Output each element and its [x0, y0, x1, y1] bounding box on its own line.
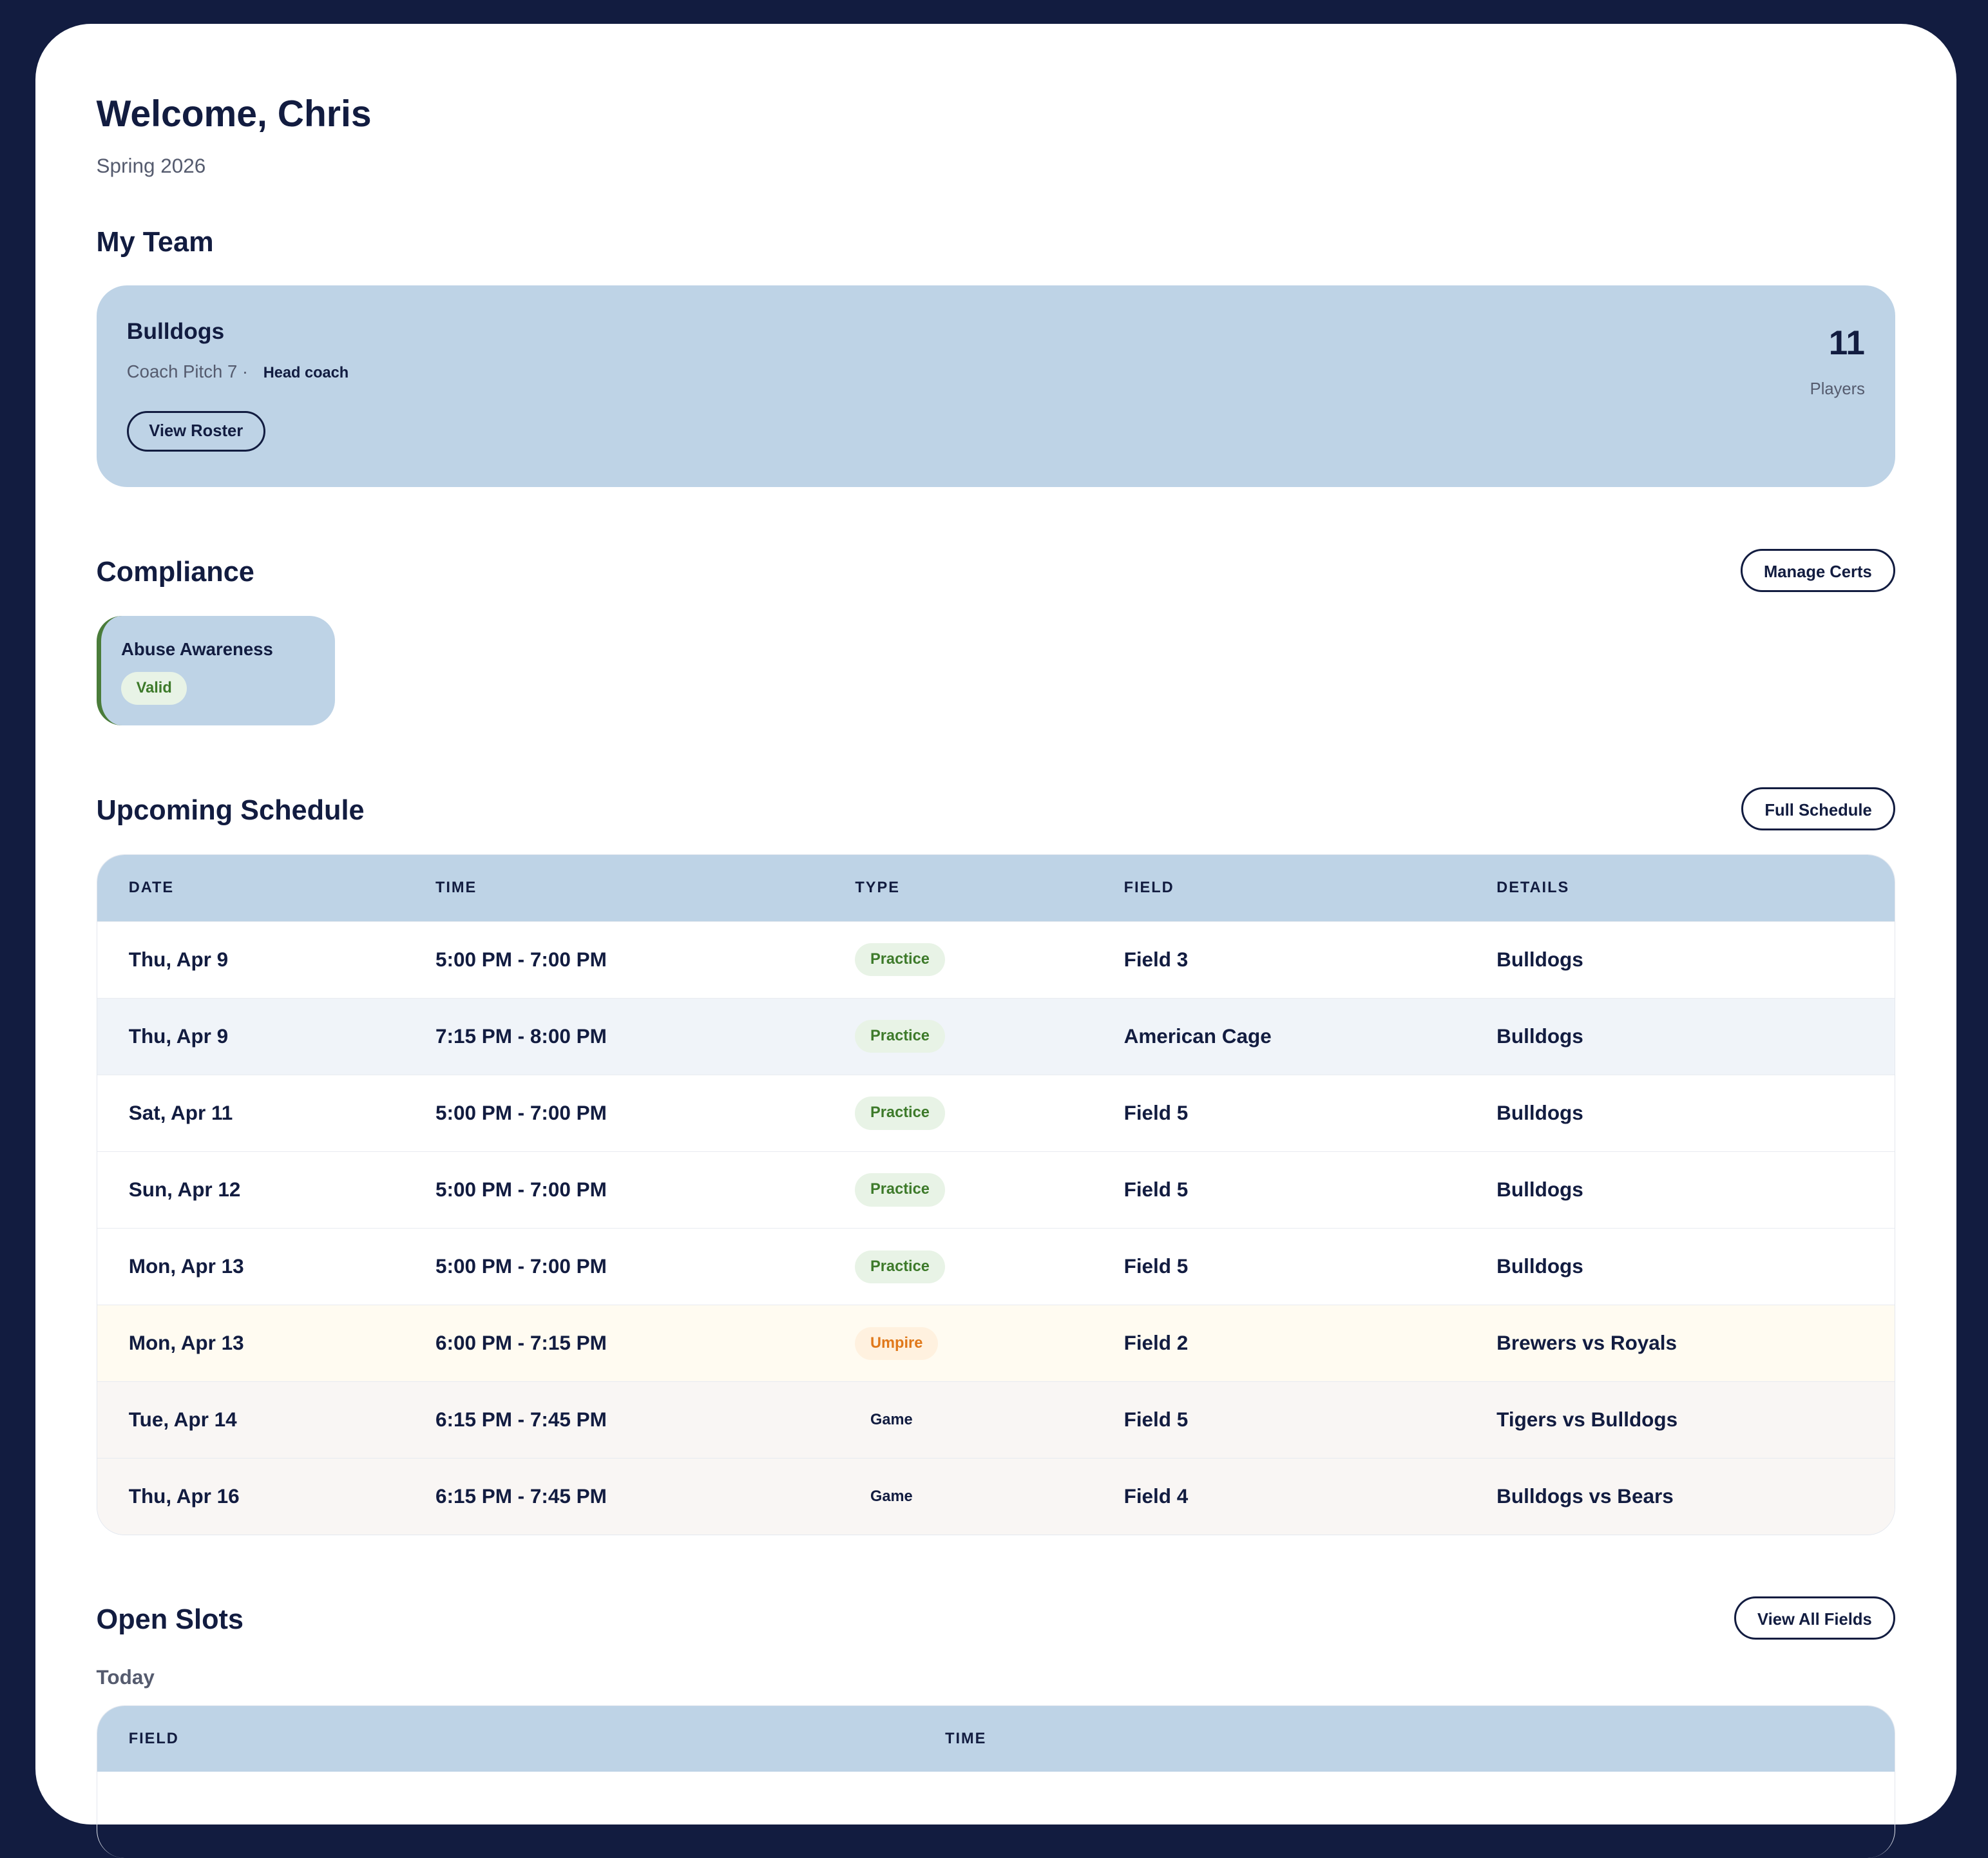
cell-time: 5:00 PM - 7:00 PM — [435, 1255, 607, 1278]
cell-field: Field 5 — [1123, 1255, 1189, 1278]
open-slots-heading: Open Slots — [96, 1604, 244, 1635]
my-team-heading: My Team — [96, 227, 214, 258]
type-badge: Umpire — [855, 1326, 938, 1360]
cell-type: Practice — [823, 1250, 1092, 1283]
cell-date: Thu, Apr 9 — [128, 948, 229, 971]
page-title: Welcome, Chris — [96, 93, 372, 135]
cell-details: Brewers vs Royals — [1496, 1332, 1677, 1355]
type-badge: Game — [870, 1411, 913, 1428]
schedule-table: DATE TIME TYPE FIELD DETAILS Thu, Apr 9 5:00 … — [96, 854, 1896, 1536]
cell-time: 5:00 PM - 7:00 PM — [435, 948, 607, 971]
cell-type: Practice — [823, 1173, 1092, 1207]
season-label: Spring 2026 — [96, 155, 206, 178]
type-badge: Practice — [855, 1097, 945, 1130]
type-badge: Game — [870, 1488, 913, 1505]
cell-details: Bulldogs — [1496, 1255, 1583, 1278]
type-badge: Practice — [855, 943, 945, 977]
cell-field: Field 2 — [1123, 1332, 1189, 1355]
cell-date: Tue, Apr 14 — [128, 1408, 237, 1432]
compliance-heading: Compliance — [96, 556, 254, 588]
cell-field: Field 5 — [1123, 1408, 1189, 1432]
column-header: TYPE — [855, 879, 900, 897]
type-badge: Practice — [855, 1250, 945, 1283]
division: Coach Pitch 7 · — [126, 361, 249, 381]
team-name: Bulldogs — [126, 318, 225, 344]
column-header: DETAILS — [1496, 879, 1570, 897]
cell-time: 7:15 PM - 8:00 PM — [435, 1024, 607, 1048]
full-schedule-button[interactable]: Full Schedule — [1741, 787, 1896, 831]
view-roster-button[interactable]: View Roster — [126, 410, 265, 452]
column-header: TIME — [435, 879, 477, 897]
table-header: DATE TIME TYPE FIELD DETAILS — [97, 855, 1895, 921]
cell-details: Bulldogs — [1496, 948, 1583, 971]
manage-certs-button[interactable]: Manage Certs — [1740, 549, 1896, 593]
player-count: 11 — [1828, 323, 1865, 362]
dashboard-panel: Welcome, Chris Spring 2026 My Team Bulld… — [35, 24, 1956, 1858]
cell-type: Game — [823, 1480, 1092, 1513]
type-badge: Practice — [855, 1173, 945, 1207]
cell-date: Thu, Apr 16 — [128, 1485, 240, 1508]
table-row[interactable]: Mon, Apr 13 6:00 PM - 7:15 PM Umpire Field … — [97, 1305, 1895, 1382]
cell-type: Practice — [823, 1020, 1092, 1053]
table-row[interactable]: Sun, Apr 12 5:00 PM - 7:00 PM Practice Fiel… — [97, 1151, 1895, 1229]
table-row[interactable]: Thu, Apr 9 5:00 PM - 7:00 PM Practice Field… — [97, 921, 1895, 998]
cell-details: Bulldogs — [1496, 1178, 1583, 1202]
cell-time: 6:15 PM - 7:45 PM — [435, 1408, 607, 1432]
player-label: Players — [1810, 380, 1865, 399]
cell-type: Game — [823, 1404, 1092, 1437]
cert-card: Abuse Awareness Valid — [96, 616, 335, 725]
cell-field: Field 3 — [1123, 948, 1189, 971]
cell-time: 5:00 PM - 7:00 PM — [435, 1178, 607, 1202]
column-header: FIELD — [1123, 879, 1174, 897]
cell-field: Field 5 — [1123, 1101, 1189, 1124]
table-row[interactable]: Sat, Apr 11 5:00 PM - 7:00 PM Practice Fiel… — [97, 1074, 1895, 1151]
cell-time: 6:15 PM - 7:45 PM — [435, 1485, 607, 1508]
role: Head coach — [263, 364, 349, 381]
cell-details: Bulldogs — [1496, 1101, 1583, 1124]
status-badge: Valid — [121, 672, 187, 705]
cell-type: Practice — [823, 1097, 1092, 1130]
cell-field: Field 5 — [1123, 1178, 1189, 1202]
cell-details: Bulldogs — [1496, 1024, 1583, 1048]
team-meta: Coach Pitch 7 · Head coach — [127, 361, 349, 382]
cell-time: 6:00 PM - 7:15 PM — [435, 1332, 607, 1355]
cell-date: Sat, Apr 11 — [128, 1101, 233, 1124]
table-row[interactable]: Mon, Apr 13 5:00 PM - 7:00 PM Practice Fiel… — [97, 1228, 1895, 1305]
column-header: FIELD — [128, 1730, 179, 1747]
table-header: FIELD TIME — [97, 1705, 1895, 1772]
cell-field: Field 4 — [1123, 1485, 1189, 1508]
column-header: TIME — [945, 1730, 987, 1747]
cell-time: 5:00 PM - 7:00 PM — [435, 1101, 607, 1124]
cert-name: Abuse Awareness — [121, 638, 273, 659]
cell-date: Thu, Apr 9 — [128, 1024, 229, 1048]
schedule-heading: Upcoming Schedule — [96, 794, 365, 826]
table-row[interactable]: Tue, Apr 14 6:15 PM - 7:45 PM Game Field 5 T… — [97, 1381, 1895, 1459]
cell-date: Mon, Apr 13 — [128, 1255, 244, 1278]
day-label: Today — [96, 1665, 155, 1689]
cell-type: Practice — [823, 943, 1092, 977]
cell-details: Bulldogs vs Bears — [1496, 1485, 1674, 1508]
view-all-fields-button[interactable]: View All Fields — [1734, 1596, 1896, 1640]
cell-type: Umpire — [823, 1326, 1092, 1360]
type-badge: Practice — [855, 1020, 945, 1053]
cell-details: Tigers vs Bulldogs — [1496, 1408, 1678, 1432]
team-card: Bulldogs Coach Pitch 7 · Head coach View … — [96, 285, 1896, 487]
table-row[interactable]: Thu, Apr 9 7:15 PM - 8:00 PM Practice Ameri… — [97, 997, 1895, 1075]
open-slots-table: FIELD TIME — [96, 1705, 1896, 1858]
table-row[interactable]: Thu, Apr 16 6:15 PM - 7:45 PM Game Field 4 B… — [97, 1458, 1895, 1535]
column-header: DATE — [128, 879, 175, 897]
cell-field: American Cage — [1123, 1024, 1272, 1048]
cell-date: Sun, Apr 12 — [128, 1178, 241, 1202]
cell-date: Mon, Apr 13 — [128, 1332, 244, 1355]
